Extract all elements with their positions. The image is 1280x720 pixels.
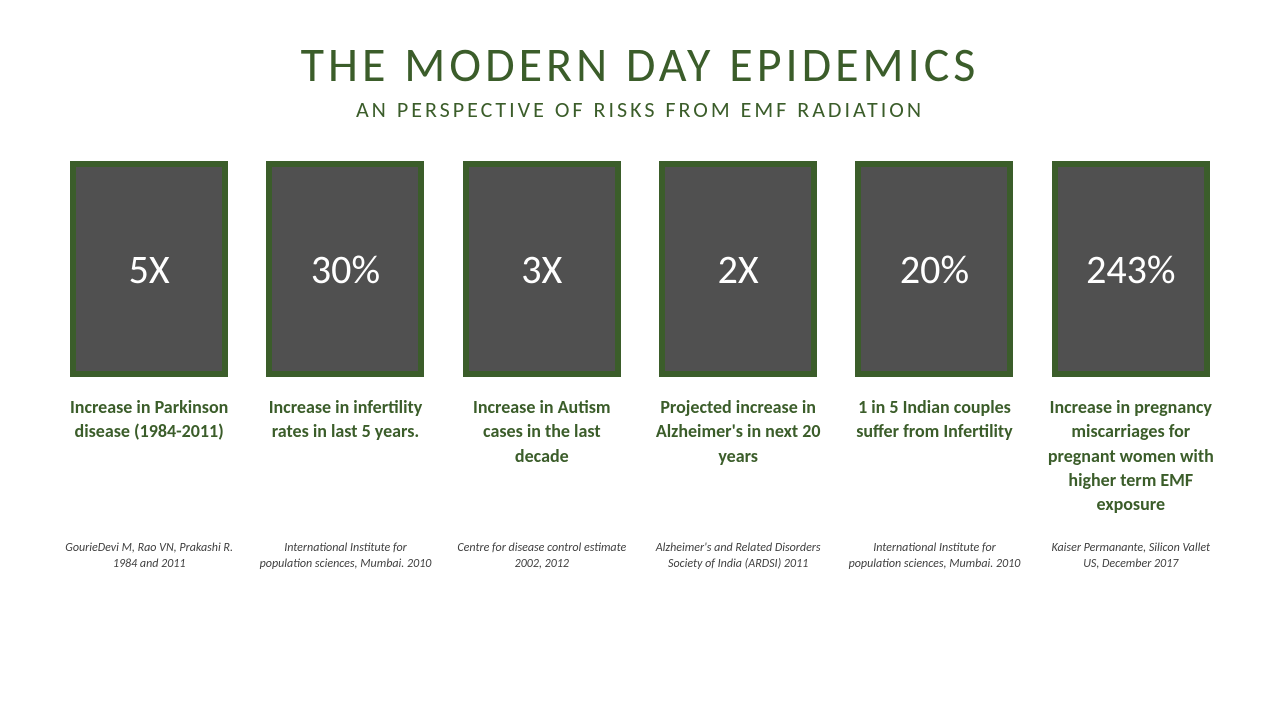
stat-value: 5X [129,245,170,294]
stat-box: 30% [266,161,424,377]
cards-row: 5X Increase in Parkinson disease (1984-2… [60,161,1220,572]
stat-description: Increase in Parkinson disease (1984-2011… [62,395,237,540]
stat-box: 243% [1052,161,1210,377]
stat-card: 243% Increase in pregnancy miscarriages … [1042,161,1220,572]
stat-card: 5X Increase in Parkinson disease (1984-2… [60,161,238,572]
stat-description: 1 in 5 Indian couples suffer from Infert… [847,395,1022,540]
stat-box: 20% [855,161,1013,377]
stat-source: Kaiser Permanante, Silicon Vallet US, De… [1043,540,1218,572]
stat-card: 2X Projected increase in Alzheimer's in … [649,161,827,572]
stat-value: 243% [1086,245,1175,294]
stat-value: 3X [521,245,562,294]
subtitle: AN PERSPECTIVE OF RISKS FROM EMF RADIATI… [60,96,1220,123]
stat-description: Increase in infertility rates in last 5 … [258,395,433,540]
stat-value: 2X [718,245,759,294]
main-title: THE MODERN DAY EPIDEMICS [60,35,1220,94]
stat-card: 30% Increase in infertility rates in las… [256,161,434,572]
stat-card: 20% 1 in 5 Indian couples suffer from In… [845,161,1023,572]
stat-box: 5X [70,161,228,377]
stat-box: 3X [463,161,621,377]
stat-source: GourieDevi M, Rao VN, Prakashi R. 1984 a… [62,540,237,572]
stat-box: 2X [659,161,817,377]
stat-source: Alzheimer's and Related Disorders Societ… [651,540,826,572]
stat-source: International Institute for population s… [847,540,1022,572]
stat-card: 3X Increase in Autism cases in the last … [453,161,631,572]
infographic-container: THE MODERN DAY EPIDEMICS AN PERSPECTIVE … [0,0,1280,592]
stat-value: 20% [900,245,969,294]
stat-value: 30% [311,245,380,294]
stat-description: Increase in pregnancy miscarriages for p… [1043,395,1218,540]
stat-source: Centre for disease control estimate 2002… [454,540,629,572]
stat-description: Increase in Autism cases in the last dec… [454,395,629,540]
stat-description: Projected increase in Alzheimer's in nex… [651,395,826,540]
stat-source: International Institute for population s… [258,540,433,572]
